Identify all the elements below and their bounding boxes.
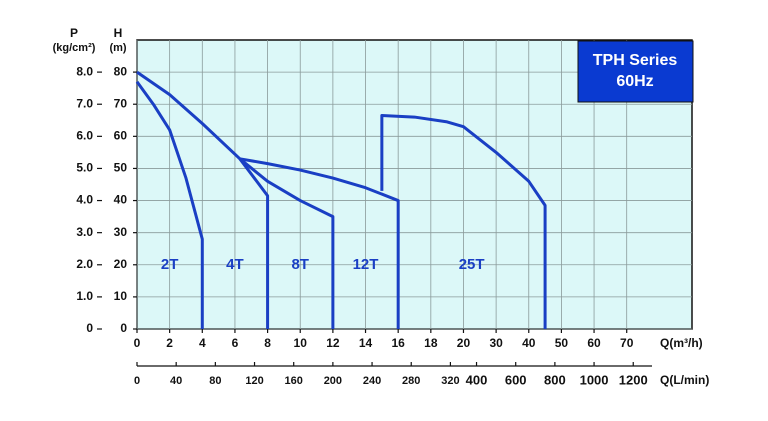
x-tick-label: 20 [457, 336, 471, 350]
x2-tick-label: 1200 [619, 372, 648, 387]
y2-tick-label: 2.0 [76, 257, 93, 271]
x-tick-label: 0 [134, 336, 141, 350]
y2-label: P [70, 26, 78, 40]
x2-label: Q(L/min) [660, 373, 709, 387]
x-tick-label: 70 [620, 336, 634, 350]
x-label: Q(m³/h) [660, 336, 703, 350]
y2-tick-label: 0 [86, 321, 93, 335]
x2-tick-label: 80 [209, 375, 221, 387]
x2-tick-label: 240 [363, 375, 381, 387]
x2-tick-label: 200 [324, 375, 342, 387]
curve [136, 70, 270, 329]
x-tick-label: 30 [489, 336, 503, 350]
annotation: TPH Series [593, 52, 678, 69]
curve [135, 80, 204, 329]
y2-tick-label: 4.0 [76, 193, 93, 207]
x2-tick-label: 160 [285, 375, 303, 387]
series-label: 2T [161, 256, 179, 273]
y-tick-label: 50 [114, 161, 128, 175]
y-tick-label: 40 [114, 193, 128, 207]
y2-label-unit: (kg/cm²) [53, 42, 96, 54]
series-label: 12T [353, 256, 379, 273]
x-tick-label: 8 [264, 336, 271, 350]
x2-tick-label: 320 [441, 375, 459, 387]
y2-tick-label: 3.0 [76, 225, 93, 239]
x-tick-label: 6 [232, 336, 239, 350]
y-tick-label: 80 [114, 64, 128, 78]
curve [239, 157, 400, 329]
x-tick-label: 4 [199, 336, 206, 350]
x2-tick-label: 600 [505, 372, 527, 387]
y-tick-label: 10 [114, 289, 128, 303]
x2-tick-label: 280 [402, 375, 420, 387]
x2-tick-label: 400 [466, 372, 488, 387]
series-label: 8T [291, 256, 309, 273]
y-tick-label: 0 [120, 321, 127, 335]
x2-tick-label: 0 [134, 375, 140, 387]
x-tick-label: 40 [522, 336, 536, 350]
y-tick-label: 70 [114, 96, 128, 110]
x-tick-label: 50 [555, 336, 569, 350]
y-tick-label: 60 [114, 129, 128, 143]
x-tick-label: 10 [294, 336, 308, 350]
x-tick-label: 14 [359, 336, 373, 350]
series-label: 4T [226, 256, 244, 273]
y2-tick-label: 7.0 [76, 96, 93, 110]
y-tick-label: 30 [114, 225, 128, 239]
x2-tick-label: 800 [544, 372, 566, 387]
x-tick-label: 18 [424, 336, 438, 350]
y-tick-label: 20 [114, 257, 128, 271]
y-label-unit: (m) [109, 42, 126, 54]
x-tick-label: 12 [326, 336, 340, 350]
series-label: 25T [459, 256, 485, 273]
annotation-box [577, 40, 694, 103]
x2-tick-label: 120 [245, 375, 263, 387]
y2-tick-label: 6.0 [76, 129, 93, 143]
curve [238, 157, 335, 329]
x-tick-label: 60 [587, 336, 601, 350]
curve [380, 113, 547, 329]
x2-tick-label: 40 [170, 375, 182, 387]
x2-tick-label: 1000 [580, 372, 609, 387]
annotation: 60Hz [616, 73, 653, 90]
y2-tick-label: 1.0 [76, 289, 93, 303]
y2-tick-label: 8.0 [76, 64, 93, 78]
y2-tick-label: 5.0 [76, 161, 93, 175]
x-tick-label: 16 [391, 336, 405, 350]
x-tick-label: 2 [166, 336, 173, 350]
y-label: H [114, 26, 123, 40]
